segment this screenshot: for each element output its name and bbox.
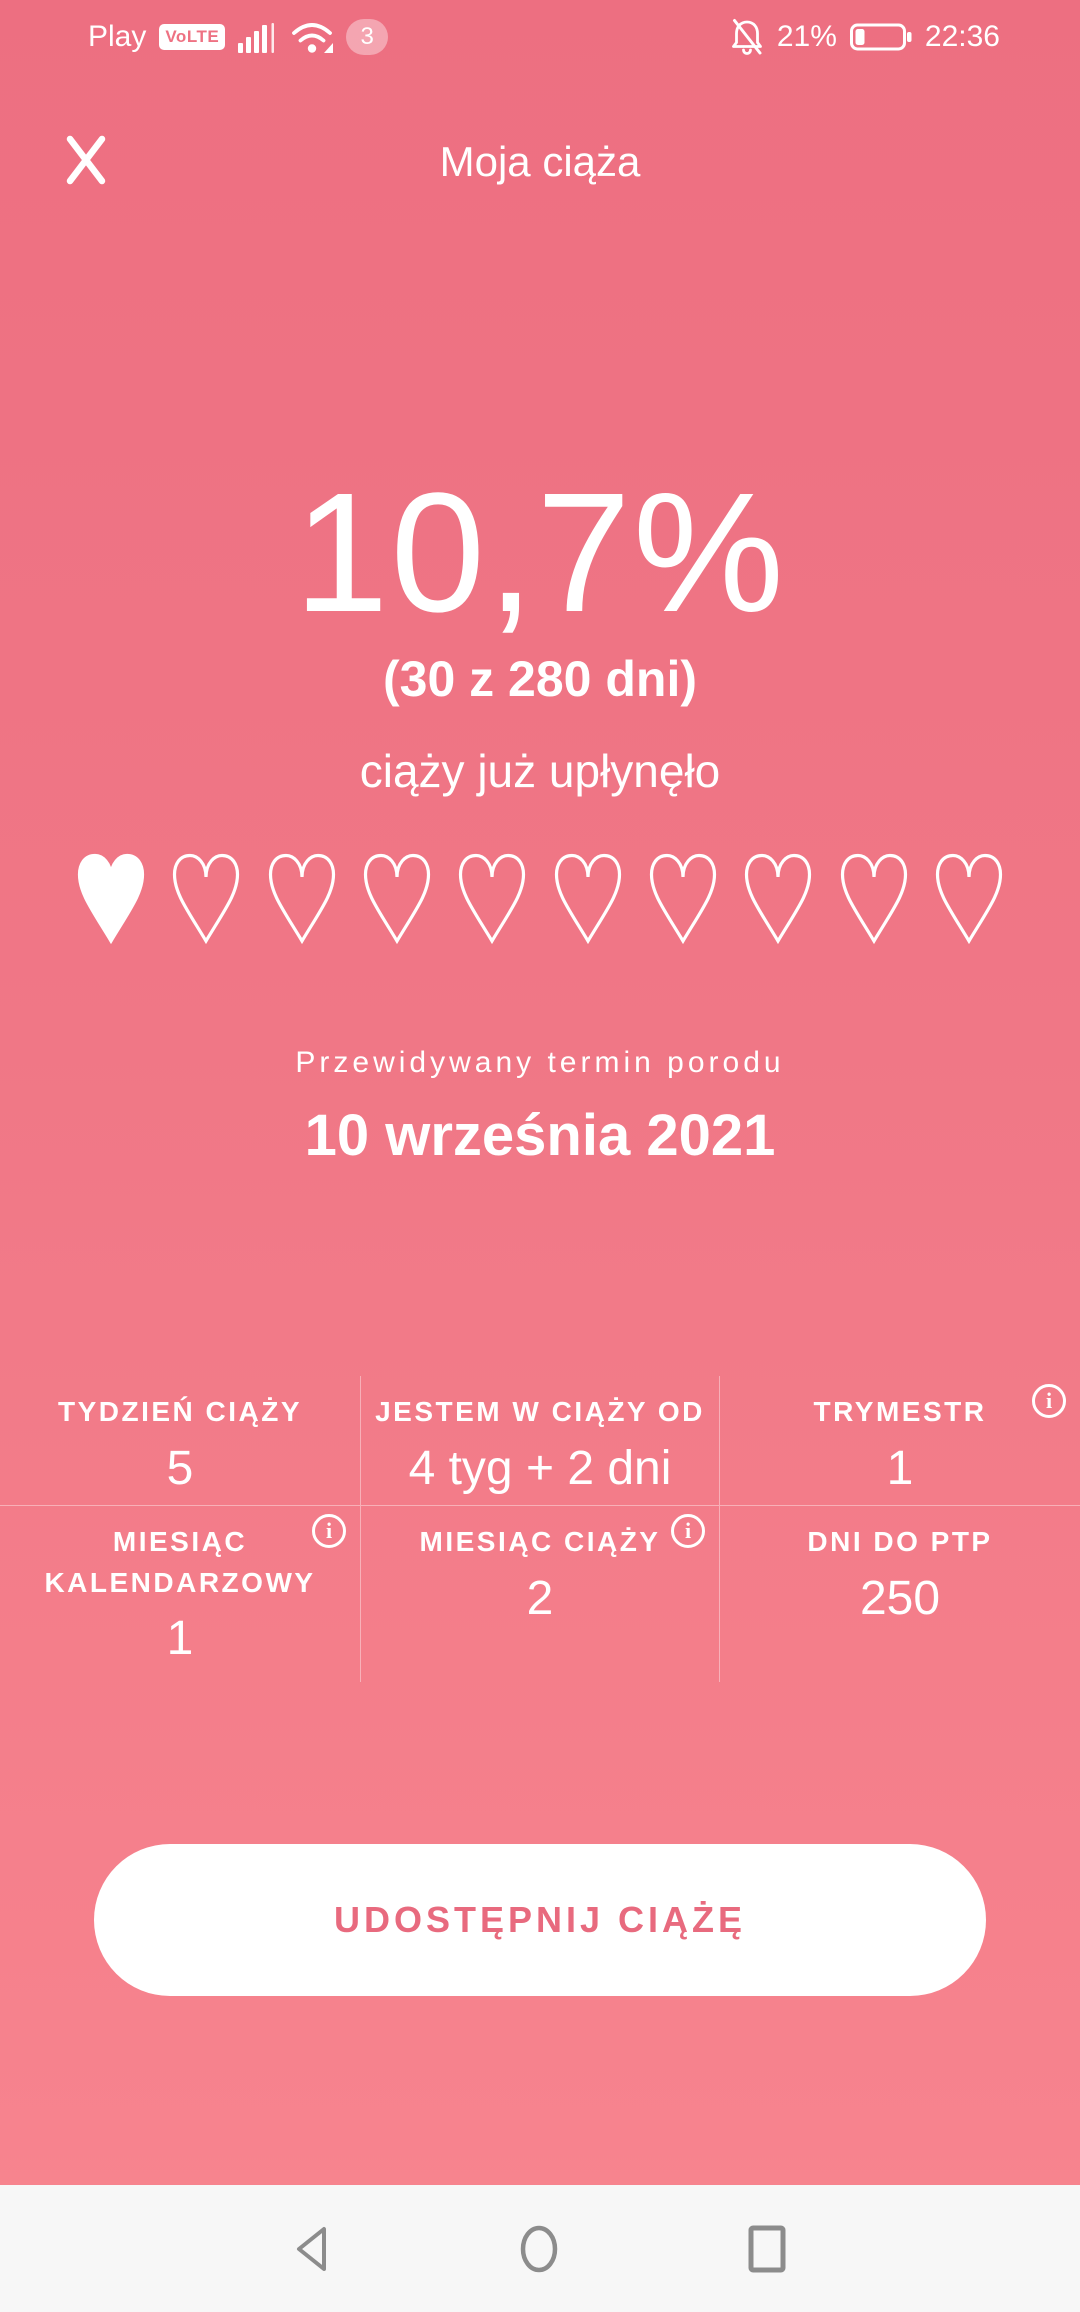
home-icon xyxy=(520,2225,558,2272)
stat-cell-trymestr: TRYMESTR i 1 xyxy=(720,1376,1080,1506)
stat-cell-jestem-w-ciazy-od: JESTEM W CIĄŻY OD i 4 tyg + 2 dni xyxy=(360,1376,720,1506)
close-icon xyxy=(66,135,106,184)
heart-icon xyxy=(840,853,907,945)
back-icon xyxy=(297,2226,326,2271)
status-bar-right: 21% 22:36 xyxy=(730,18,1000,56)
stat-cell-miesiac-kalendarzowy: MIESIĄC KALENDARZOWY i 1 xyxy=(0,1506,360,1682)
heart-icon xyxy=(268,853,335,945)
recents-icon xyxy=(748,2225,786,2272)
carrier-label: Play xyxy=(88,20,147,53)
volte-badge: VoLTE xyxy=(159,24,226,50)
heart-icon xyxy=(745,853,812,945)
clock-label: 22:36 xyxy=(924,20,1000,53)
heart-icon xyxy=(459,853,526,945)
wifi-icon xyxy=(292,23,334,53)
notifications-off-icon xyxy=(731,19,762,55)
stat-label: DNI DO PTP xyxy=(807,1526,993,1557)
stat-value: 1 xyxy=(166,1612,194,1666)
stat-value: 2 xyxy=(526,1571,554,1625)
stat-value: 5 xyxy=(166,1441,194,1495)
signal-strength-icon xyxy=(238,23,275,53)
page-title: Moja ciąża xyxy=(439,138,641,185)
stat-label: TYDZIEŃ CIĄŻY xyxy=(57,1396,303,1427)
hearts-progress xyxy=(0,852,1080,946)
stat-cell-miesiac-ciazy: MIESIĄC CIĄŻY i 2 xyxy=(360,1506,720,1682)
stat-label: JESTEM W CIĄŻY OD xyxy=(375,1396,705,1427)
stat-label: TRYMESTR xyxy=(813,1396,987,1427)
info-icon[interactable]: i xyxy=(671,1514,705,1548)
stat-value: 250 xyxy=(859,1571,941,1625)
heart-icon xyxy=(554,853,621,945)
heart-icon xyxy=(649,853,717,945)
back-button[interactable] xyxy=(293,2224,331,2274)
stats-grid: TYDZIEŃ CIĄŻY i 5 JESTEM W CIĄŻY OD i 4 … xyxy=(0,1376,1080,1682)
heart-icon xyxy=(935,853,1003,945)
android-navigation-bar xyxy=(0,2185,1080,2312)
info-icon[interactable]: i xyxy=(312,1514,346,1548)
stat-cell-tydzien-ciazy: TYDZIEŃ CIĄŻY i 5 xyxy=(0,1376,360,1506)
stat-label: MIESIĄC KALENDARZOWY xyxy=(44,1526,316,1598)
status-bar: Play VoLTE 3 21% xyxy=(0,0,1080,64)
progress-caption: ciąży już upłynęło xyxy=(359,745,721,797)
sim-count-badge: 3 xyxy=(346,19,389,55)
progress-percent: 10,7% xyxy=(293,458,787,648)
heart-icon xyxy=(363,853,431,945)
due-date-label: Przewidywany termin porodu xyxy=(295,1046,785,1079)
heart-icon xyxy=(173,853,240,945)
share-pregnancy-button[interactable]: UDOSTĘPNIJ CIĄŻĘ xyxy=(94,1844,986,1996)
stat-label: MIESIĄC CIĄŻY xyxy=(419,1526,661,1557)
progress-days: (30 z 280 dni) xyxy=(383,651,697,707)
battery-percent-label: 21% xyxy=(776,20,837,53)
recents-button[interactable] xyxy=(747,2224,787,2274)
heart-icon xyxy=(77,853,145,945)
battery-fill xyxy=(855,29,865,45)
stat-value: 1 xyxy=(886,1441,914,1495)
due-date-value: 10 września 2021 xyxy=(304,1103,776,1168)
stat-value: 4 tyg + 2 dni xyxy=(408,1441,672,1495)
close-button[interactable] xyxy=(56,126,116,196)
battery-icon xyxy=(849,23,912,51)
info-icon[interactable]: i xyxy=(1032,1384,1066,1418)
home-button[interactable] xyxy=(519,2224,559,2274)
stat-cell-dni-do-ptp: DNI DO PTP i 250 xyxy=(720,1506,1080,1682)
status-bar-left: Play VoLTE 3 xyxy=(88,19,389,55)
